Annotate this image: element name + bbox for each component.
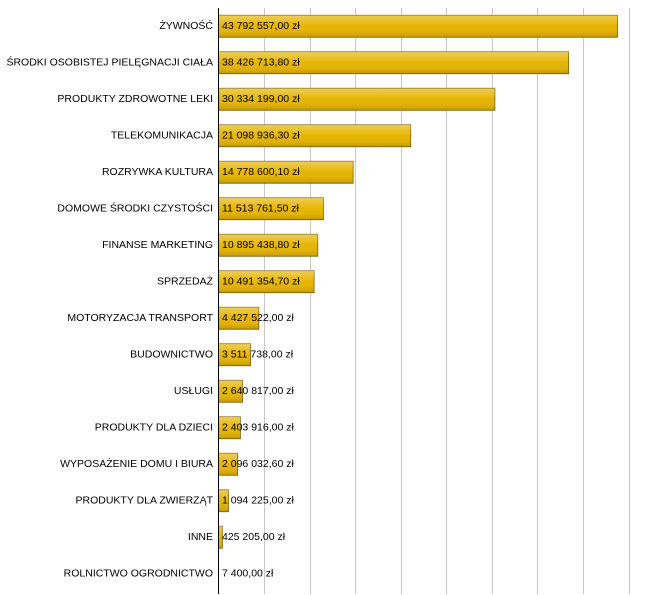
bar-shade [218,526,223,549]
category-label: DOMOWE ŚRODKI CZYSTOŚCI [57,202,213,215]
bar-shade [218,489,229,512]
value-label: 11 513 761,50 zł [222,203,300,215]
value-label: 1 094 225,00 zł [222,495,294,507]
category-label: INNE [188,531,213,543]
bar-shade [218,15,618,38]
value-label: 30 334 199,00 zł [222,93,300,105]
bar-shade [218,51,569,74]
value-label: 2 096 032,60 zł [222,458,294,470]
value-label: 7 400,00 zł [222,568,274,580]
value-label: 3 511 738,00 zł [222,349,294,361]
value-label: 425 205,00 zł [222,531,286,543]
value-label: 21 098 936,30 zł [222,130,300,142]
bar-shade [218,343,251,366]
category-label: BUDOWNICTWO [130,349,213,361]
category-label: PRODUKTY ZDROWOTNE LEKI [57,93,213,105]
bar-shade [218,88,495,111]
category-label: PRODUKTY DLA DZIECI [95,422,213,434]
bar-shade [218,124,411,147]
category-label: WYPOSAŻENIE DOMU I BIURA [60,457,213,470]
value-label: 2 403 916,00 zł [222,422,294,434]
bar-shade [218,380,243,403]
category-label: ŻYWNOŚĆ [159,19,213,32]
bar-shade [218,270,315,293]
value-label: 4 427 522,00 zł [222,312,294,324]
category-label: PRODUKTY DLA ZWIERZĄT [76,495,214,507]
bar-shade [218,197,324,220]
value-label: 10 895 438,80 zł [222,239,300,251]
category-label: MOTORYZACJA TRANSPORT [67,312,213,324]
value-label: 43 792 557,00 zł [222,20,300,32]
value-label: 38 426 713,80 zł [222,57,300,69]
category-label: TELEKOMUNIKACJA [111,130,213,142]
bar-shade [218,416,241,439]
category-label: ROZRYWKA KULTURA [102,166,213,178]
bar-shade [218,161,354,184]
category-label: USŁUGI [174,385,213,397]
bar-shade [218,307,259,330]
category-label: ŚRODKI OSOBISTEJ PIELĘGNACJI CIAŁA [6,56,213,69]
bar-shade [218,453,238,476]
bar-shade [218,234,318,257]
value-label: 14 778 600,10 zł [222,166,300,178]
category-label: ROLNICTWO OGRODNICTWO [64,568,213,580]
value-label: 10 491 354,70 zł [222,276,300,288]
category-label: SPRZEDAŻ [157,275,214,288]
value-label: 2 640 817,00 zł [222,385,294,397]
category-label: FINANSE MARKETING [102,239,213,251]
